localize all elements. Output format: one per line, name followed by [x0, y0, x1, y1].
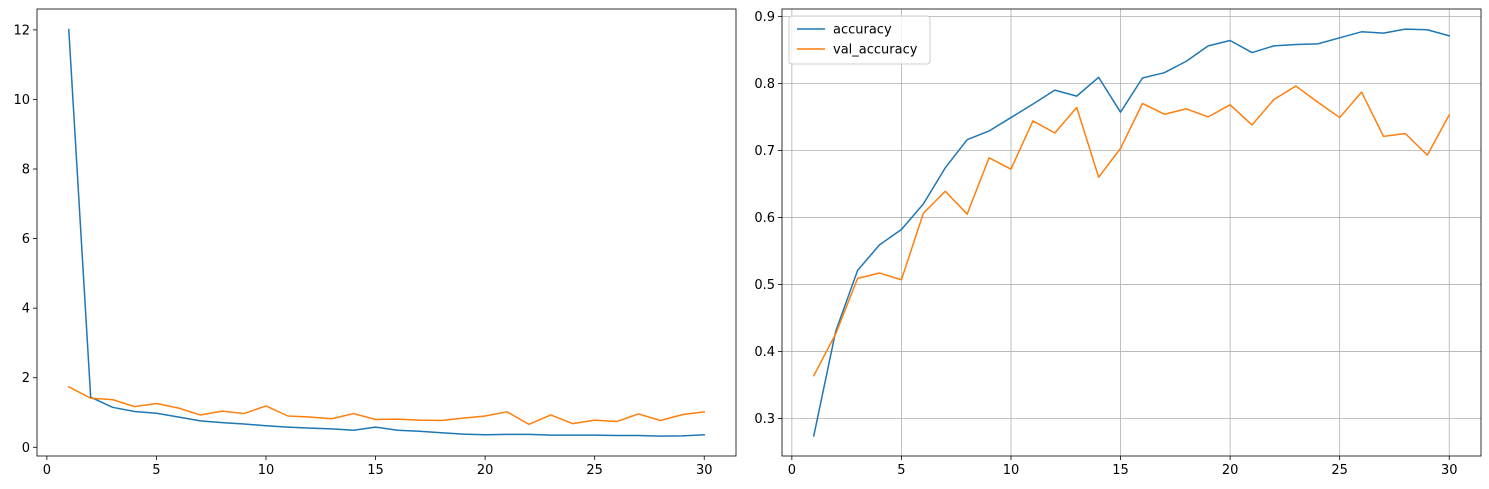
x-tick-label: 30: [1441, 463, 1458, 478]
x-tick-label: 20: [477, 463, 494, 478]
y-tick-label: 6: [22, 232, 30, 247]
axes-frame: [36, 8, 737, 457]
x-tick-label: 10: [258, 463, 275, 478]
x-tick-label: 10: [1003, 463, 1020, 478]
y-tick-label: 8: [22, 163, 30, 178]
y-tick-label: 4: [22, 302, 30, 317]
y-tick-label: 0.5: [754, 278, 775, 293]
x-tick-label: 25: [1331, 463, 1348, 478]
series-line-accuracy: [812, 28, 1451, 437]
y-tick-label: 2: [22, 371, 30, 386]
y-tick-label: 0.6: [754, 211, 775, 226]
x-tick-label: 20: [1222, 463, 1239, 478]
series-line-series-0: [67, 28, 706, 437]
legend: accuracy val_accuracy: [788, 15, 931, 65]
y-tick-label: 0.9: [754, 10, 775, 25]
y-tick-label: 0: [22, 441, 30, 456]
y-tick-label: 0.7: [754, 144, 775, 159]
y-tick-label: 0.8: [754, 77, 775, 92]
x-tick-label: 5: [897, 463, 905, 478]
legend-label: val_accuracy: [833, 43, 918, 58]
x-tick-label: 30: [696, 463, 713, 478]
series-line-val-accuracy: [812, 85, 1451, 377]
x-tick-label: 15: [1112, 463, 1129, 478]
y-tick-label: 10: [13, 93, 30, 108]
legend-box: [788, 15, 931, 65]
x-tick-label: 0: [788, 463, 796, 478]
y-tick-label: 0.3: [754, 412, 775, 427]
y-tick-label: 12: [13, 23, 30, 38]
x-tick-label: 25: [586, 463, 603, 478]
series-line-series-1: [67, 385, 706, 426]
x-tick-label: 0: [43, 463, 51, 478]
axes-frame: [781, 8, 1482, 457]
accuracy-chart: 0 5 10 15 20 25 30 0.3 0.4 0.5 0.6 0.7 0.8 0.9 accurac…: [754, 8, 1482, 478]
x-tick-label: 5: [152, 463, 160, 478]
y-tick-label: 0.4: [754, 345, 775, 360]
legend-label: accuracy: [833, 23, 892, 38]
loss-chart: 0 5 10 15 20 25 30 0 2 4 6 8 10 12: [13, 8, 737, 478]
x-tick-label: 15: [367, 463, 384, 478]
